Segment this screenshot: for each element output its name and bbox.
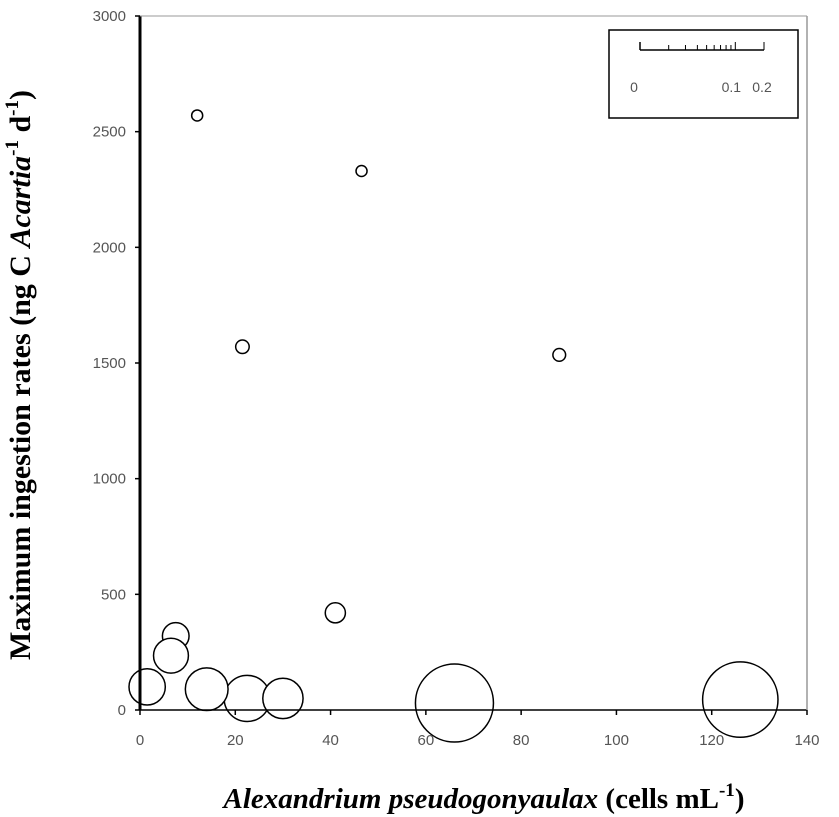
- size-legend-label-0: 0: [630, 79, 638, 95]
- x-axis-title-part1: (cells mL: [598, 783, 719, 815]
- y-axis-title-part2: d: [4, 116, 37, 141]
- bubble-point-8: [128, 667, 167, 706]
- bubble-point-7: [152, 637, 190, 674]
- y-tick-label-2500: 2500: [93, 124, 126, 141]
- bubble-point-13: [701, 661, 779, 739]
- bubble-point-11: [262, 677, 304, 720]
- bubble-point-5: [324, 602, 347, 624]
- x-tick-label-140: 140: [794, 732, 819, 749]
- bubble-point-10: [184, 667, 229, 712]
- data-marks: [128, 109, 779, 743]
- size-legend-box: [608, 29, 799, 119]
- size-legend-scale: 0 0.1 0.2: [630, 42, 772, 95]
- y-tick-label-2000: 2000: [93, 239, 126, 256]
- bubble-point-1: [190, 109, 204, 122]
- size-legend-label-0.2: 0.2: [752, 79, 772, 95]
- y-axis-title: Maximum ingestion rates (ng C Acartia-1 …: [2, 90, 37, 660]
- y-axis-title-italic: Acartia: [4, 156, 37, 250]
- y-tick-label-0: 0: [118, 702, 126, 719]
- bubble-point-3: [234, 339, 250, 355]
- y-tick-label-3000: 3000: [93, 8, 126, 25]
- y-axis-title-sup1: -1: [2, 140, 23, 156]
- x-axis-title-close: ): [735, 783, 745, 815]
- y-axis-title-sup2: -1: [2, 100, 23, 116]
- bubble-point-4: [552, 347, 567, 363]
- y-tick-label-1000: 1000: [93, 471, 126, 488]
- y-axis-title-close: ): [4, 90, 37, 100]
- x-tick-label-60: 60: [418, 732, 435, 749]
- y-axis-title-part1: Maximum ingestion rates (ng C: [4, 248, 37, 660]
- y-tick-label-1500: 1500: [93, 355, 126, 372]
- x-tick-label-20: 20: [227, 732, 244, 749]
- x-axis-title-sup: -1: [719, 780, 735, 801]
- x-tick-label-100: 100: [604, 732, 629, 749]
- size-legend: 0 0.1 0.2: [608, 29, 799, 119]
- y-tick-label-500: 500: [101, 586, 126, 603]
- bubble-point-12: [414, 663, 495, 743]
- x-axis-ticks: 0 20 40 60 80 100 120 140: [136, 710, 820, 749]
- y-axis-ticks: 0 500 1000 1500 2000 2500 3000: [93, 8, 140, 719]
- size-legend-label-0.1: 0.1: [722, 79, 742, 95]
- x-axis-title-italic: Alexandrium pseudogonyaulax: [222, 783, 599, 815]
- x-tick-label-0: 0: [136, 732, 144, 749]
- x-axis-title: Alexandrium pseudogonyaulax (cells mL-1): [222, 780, 745, 815]
- bubble-point-2: [355, 164, 368, 178]
- x-tick-label-120: 120: [699, 732, 724, 749]
- x-tick-label-40: 40: [322, 732, 339, 749]
- x-tick-label-80: 80: [513, 732, 530, 749]
